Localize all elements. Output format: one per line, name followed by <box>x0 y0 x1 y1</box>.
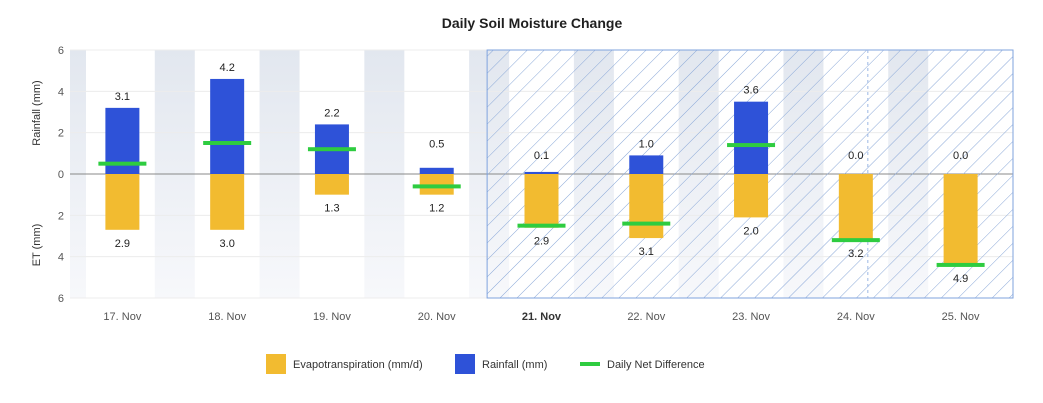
rainfall-bar <box>629 155 664 174</box>
x-tick-label: 22. Nov <box>627 311 665 323</box>
rainfall-bar <box>524 171 559 174</box>
net-difference-marker <box>727 143 776 148</box>
rainfall-data-label: 0.1 <box>534 150 549 162</box>
evapotranspiration-bar <box>314 174 349 195</box>
rainfall-data-label: 4.2 <box>220 62 235 74</box>
x-tick-label: 23. Nov <box>732 311 770 323</box>
y-tick-label: 4 <box>58 86 64 98</box>
x-tick-label: 19. Nov <box>313 311 351 323</box>
evapotranspiration-bar <box>419 174 454 195</box>
y-tick-label: 6 <box>58 45 64 57</box>
y-tick-label: 2 <box>58 210 64 222</box>
rainfall-data-label: 0.0 <box>848 150 863 162</box>
evapotranspiration-data-label: 2.9 <box>534 236 549 248</box>
x-tick-label: 21. Nov <box>522 311 562 323</box>
evapotranspiration-data-label: 3.1 <box>639 246 654 258</box>
evapotranspiration-data-label: 1.2 <box>429 203 444 215</box>
net-difference-marker <box>517 223 566 228</box>
rainfall-data-label: 0.0 <box>953 150 968 162</box>
evapotranspiration-data-label: 2.9 <box>115 238 130 250</box>
evapotranspiration-bar <box>524 174 559 228</box>
legend: Evapotranspiration (mm/d) Rainfall (mm) Da… <box>266 354 705 374</box>
net-difference-marker <box>936 262 985 267</box>
rainfall-data-label: 2.2 <box>324 107 339 119</box>
evapotranspiration-bar <box>629 174 664 239</box>
net-difference-marker <box>622 221 671 226</box>
evapotranspiration-bar <box>838 174 873 241</box>
evapotranspiration-data-label: 2.0 <box>743 225 758 237</box>
chart-title: Daily Soil Moisture Change <box>442 15 623 31</box>
y-axis-bottom-title: ET (mm) <box>31 224 43 267</box>
legend-swatch <box>455 354 475 374</box>
rainfall-bar <box>734 101 769 174</box>
y-tick-label: 0 <box>58 169 64 181</box>
legend-label: Daily Net Difference <box>607 359 705 371</box>
net-difference-marker <box>307 147 356 152</box>
y-axis-top-title: Rainfall (mm) <box>31 80 43 145</box>
evapotranspiration-bar <box>943 174 978 265</box>
rainfall-data-label: 3.6 <box>743 85 758 97</box>
y-tick-label: 6 <box>58 293 64 305</box>
x-tick-label: 25. Nov <box>942 311 980 323</box>
net-difference-marker <box>203 141 252 145</box>
rainfall-data-label: 3.1 <box>115 91 130 103</box>
evapotranspiration-data-label: 3.2 <box>848 248 863 260</box>
rainfall-bar <box>210 78 245 174</box>
legend-swatch <box>266 354 286 374</box>
net-difference-marker <box>98 161 147 166</box>
y-tick-label: 2 <box>58 128 64 140</box>
evapotranspiration-bar <box>105 174 140 230</box>
evapotranspiration-bar <box>210 174 245 230</box>
legend-label: Rainfall (mm) <box>482 359 547 371</box>
evapotranspiration-data-label: 1.3 <box>324 203 339 215</box>
x-tick-label: 17. Nov <box>103 311 141 323</box>
legend-swatch <box>580 362 600 366</box>
evapotranspiration-data-label: 4.9 <box>953 273 968 285</box>
evapotranspiration-bar <box>734 174 769 218</box>
rainfall-bar <box>419 167 454 174</box>
evapotranspiration-data-label: 3.0 <box>220 238 235 250</box>
net-difference-marker <box>831 238 880 243</box>
x-tick-label: 20. Nov <box>418 311 456 323</box>
y-tick-label: 4 <box>58 252 64 264</box>
x-tick-label: 18. Nov <box>208 311 246 323</box>
legend-label: Evapotranspiration (mm/d) <box>293 359 423 371</box>
x-tick-label: 24. Nov <box>837 311 875 323</box>
rainfall-data-label: 1.0 <box>639 138 654 150</box>
net-difference-marker <box>412 184 461 189</box>
rainfall-data-label: 0.5 <box>429 138 444 150</box>
